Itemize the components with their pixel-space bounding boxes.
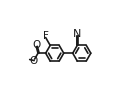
Text: O: O (32, 40, 40, 50)
Text: O: O (30, 56, 38, 66)
Text: N: N (73, 29, 81, 39)
Text: F: F (43, 31, 49, 41)
